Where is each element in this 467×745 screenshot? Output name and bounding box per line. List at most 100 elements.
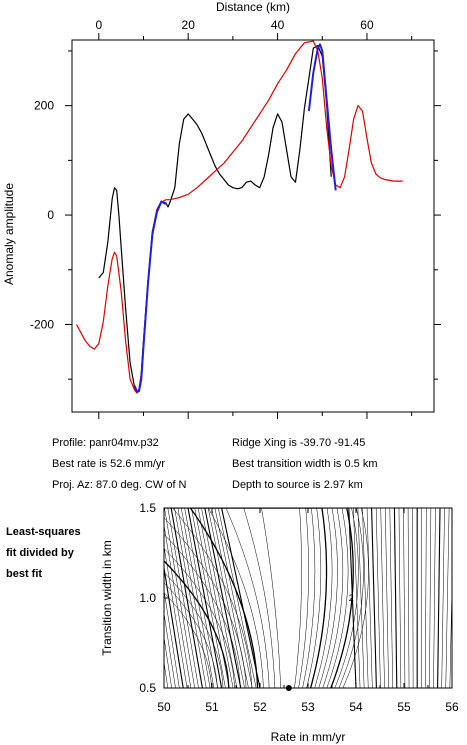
contour-line xyxy=(445,508,450,688)
contour-line xyxy=(187,508,223,688)
contour-line xyxy=(389,508,393,688)
contour-line xyxy=(221,508,261,688)
y-tick-label: 200 xyxy=(34,99,54,113)
profile-name: Profile: panr04mv.p32 xyxy=(52,437,159,449)
contour-line xyxy=(403,508,406,688)
contour-plot: 50 51 52 53 54 55 561.51.00.5 2 Rate in mm/yr … xyxy=(100,501,467,744)
y-axis-label-transition-width: Transition width in km xyxy=(100,540,114,656)
contour-line xyxy=(385,508,389,688)
y-tick-label: 1.0 xyxy=(139,591,156,605)
contour-line xyxy=(462,508,467,688)
side-label-line: Least-squares xyxy=(6,526,81,538)
contour-line xyxy=(207,508,322,688)
contour-line xyxy=(214,508,253,688)
x-tick-label: 56 xyxy=(445,700,459,714)
contour-line xyxy=(362,508,369,688)
contour-line xyxy=(164,544,188,688)
profile-plot-series xyxy=(75,40,403,394)
x-axis-label-distance: Distance (km) xyxy=(216,0,290,14)
contour-line xyxy=(164,508,338,688)
x-tick-label: 60 xyxy=(360,18,374,32)
contour-line xyxy=(458,508,463,688)
x-tick-label: 40 xyxy=(271,18,285,32)
observed-profile-line xyxy=(98,44,332,394)
contour-line xyxy=(425,508,427,688)
contour-line xyxy=(217,508,257,688)
model-profile-line xyxy=(75,40,403,394)
fit-window-line xyxy=(133,200,167,393)
contour-line xyxy=(172,508,333,688)
contour-line xyxy=(207,508,245,688)
best-rate: Best rate is 52.6 mm/yr xyxy=(52,458,166,470)
x-tick-label: 0 xyxy=(95,18,102,32)
best-fit-minimum-marker xyxy=(285,685,292,691)
contour-line xyxy=(261,508,302,688)
contour-line xyxy=(380,508,385,688)
contour-line xyxy=(170,508,203,688)
y-tick-label: -200 xyxy=(30,317,54,331)
contour-line xyxy=(164,508,354,688)
profile-plot-ticks: 0 20 40 60 200 0 -200 xyxy=(30,18,441,419)
contour-line xyxy=(164,508,349,688)
y-axis-label-amplitude: Anomaly amplitude xyxy=(2,183,16,285)
x-tick-label: 54 xyxy=(349,700,363,714)
contour-lines xyxy=(164,508,467,688)
side-label: Least-squares fit divided by best fit xyxy=(6,522,116,585)
x-tick-label: 51 xyxy=(205,700,219,714)
contour-line xyxy=(189,508,328,688)
contour-line xyxy=(357,508,365,688)
x-tick-label: 52 xyxy=(253,700,267,714)
contour-line xyxy=(194,508,230,688)
contour-line xyxy=(184,508,219,688)
contour-line xyxy=(454,508,458,688)
contour-line xyxy=(398,508,402,688)
contour-line xyxy=(164,523,192,688)
contour-line xyxy=(204,508,242,688)
y-tick-label: 1.5 xyxy=(139,501,156,515)
x-tick-label: 20 xyxy=(182,18,196,32)
best-transition-width: Best transition width is 0.5 km xyxy=(232,458,378,470)
y-tick-label: 0.5 xyxy=(139,681,156,695)
x-tick-label: 50 xyxy=(157,700,171,714)
contour-line xyxy=(177,508,211,688)
depth-to-source: Depth to source is 2.97 km xyxy=(232,479,363,491)
contour-line xyxy=(164,635,172,688)
contour-line xyxy=(353,508,361,688)
side-label-line: best fit xyxy=(6,568,43,580)
side-label-line: fit divided by xyxy=(6,547,74,559)
contour-line xyxy=(164,611,176,688)
contour-line xyxy=(197,508,234,688)
contour-line xyxy=(393,508,398,688)
x-tick-label: 55 xyxy=(397,700,411,714)
contour-line xyxy=(441,508,445,688)
ridge-crossing: Ridge Xing is -39.70 -91.45 xyxy=(232,437,366,449)
contour-line xyxy=(164,508,359,688)
fit-window-line xyxy=(307,43,337,191)
projection-azimuth: Proj. Az: 87.0 deg. CW of N xyxy=(52,479,187,491)
contour-label: 2 xyxy=(349,593,354,603)
x-tick-label: 53 xyxy=(301,700,315,714)
contour-line xyxy=(191,508,226,688)
contour-line xyxy=(429,508,432,688)
contour-line xyxy=(167,508,199,688)
contour-line xyxy=(174,508,207,688)
contour-line xyxy=(407,508,410,688)
contour-line xyxy=(371,508,377,688)
contour-plot-ticks: 50 51 52 53 54 55 56 1.5 1.0 0.5 xyxy=(139,501,459,714)
contour-line xyxy=(243,508,309,688)
profile-plot-frame xyxy=(71,39,435,413)
contour-line xyxy=(225,508,316,688)
contour-line xyxy=(375,508,381,688)
contour-line xyxy=(366,508,373,688)
contour-line xyxy=(437,508,441,688)
contour-line xyxy=(433,508,436,688)
contour-line xyxy=(201,508,238,688)
contour-line xyxy=(348,508,357,688)
x-axis-label-rate: Rate in mm/yr xyxy=(271,730,346,744)
profile-plot: 0 20 40 60 200 0 -200 Distance (km) Anomaly am… xyxy=(2,0,441,419)
y-tick-label: 0 xyxy=(47,208,54,222)
contour-line xyxy=(211,508,249,688)
contour-line xyxy=(164,508,195,688)
contour-line xyxy=(181,508,215,688)
